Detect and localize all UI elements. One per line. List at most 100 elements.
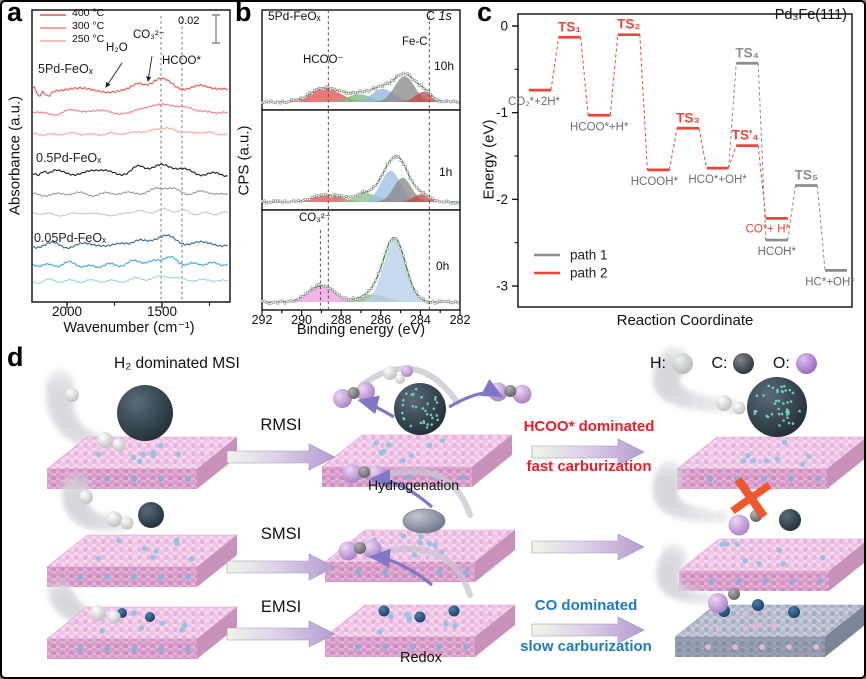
data-point xyxy=(315,194,319,198)
dopant-atom xyxy=(382,644,388,650)
data-point xyxy=(269,301,273,305)
sphere xyxy=(401,365,413,377)
slab-side xyxy=(827,439,864,489)
data-point xyxy=(278,199,282,203)
slab-front xyxy=(677,469,827,489)
data-point xyxy=(262,199,266,203)
sphere xyxy=(120,516,134,530)
x-tick-label: 286 xyxy=(370,313,391,327)
embedded-pd-atom xyxy=(788,606,800,618)
dopant-atom xyxy=(815,476,821,482)
data-point xyxy=(328,286,332,290)
panel-c-xlabel: Reaction Coordinate xyxy=(616,312,754,329)
dopant-atom xyxy=(763,578,769,584)
state-label-HC*+OH*: HC*+OH* xyxy=(805,276,855,288)
state-label-TS₃: TS₃ xyxy=(676,110,700,125)
legend-300C: 300 °C xyxy=(72,20,105,32)
data-point xyxy=(276,301,280,305)
data-point xyxy=(267,302,271,306)
dopant-atom xyxy=(185,476,191,482)
data-point xyxy=(296,198,300,202)
data-point xyxy=(324,284,328,288)
data-point xyxy=(315,87,319,91)
legend-label: path 2 xyxy=(570,266,608,281)
dopant-atom xyxy=(150,449,156,456)
spectrum-curve-250°C xyxy=(32,207,228,217)
dopant-atom xyxy=(417,539,424,546)
dopant-atom xyxy=(116,537,122,543)
data-point xyxy=(260,199,264,203)
sphere xyxy=(708,593,728,613)
data-point xyxy=(378,175,382,179)
h2-plume xyxy=(702,509,717,523)
slab-front xyxy=(47,639,197,659)
process-hydrogenation: Hydrogenation xyxy=(368,477,460,493)
dopant-atom xyxy=(104,476,110,482)
dopant-atom xyxy=(159,620,166,626)
dopant-atom xyxy=(131,646,137,652)
data-point xyxy=(326,85,330,89)
data-point xyxy=(299,200,303,204)
data-point xyxy=(349,298,353,302)
blocked-x-icon xyxy=(730,476,772,520)
component-peak xyxy=(262,94,460,102)
swoosh xyxy=(359,365,460,405)
data-point xyxy=(274,300,278,304)
annotation-co3: CO₃²⁻ xyxy=(299,212,331,224)
dopant-atom xyxy=(175,451,182,458)
dopant-atom xyxy=(761,476,767,482)
dopant-atom xyxy=(439,437,446,444)
dopant-atom xyxy=(150,554,156,561)
data-point xyxy=(397,73,401,77)
component-peak xyxy=(262,76,460,102)
data-point xyxy=(369,187,373,191)
data-point xyxy=(449,201,453,205)
data-point xyxy=(367,89,371,93)
h2-plume xyxy=(696,395,715,413)
data-point xyxy=(317,86,321,90)
state-label-HCOO*+H*: HCOO*+H* xyxy=(570,121,629,133)
data-point xyxy=(408,277,412,281)
embedded-pd-atom xyxy=(414,611,426,623)
data-point xyxy=(378,268,382,272)
carbide-nanoparticle xyxy=(747,377,807,437)
slab-side xyxy=(472,435,512,487)
data-point xyxy=(413,184,417,188)
data-point xyxy=(310,91,314,95)
sphere xyxy=(97,432,113,448)
dopant-atom xyxy=(95,555,102,562)
data-point xyxy=(360,295,364,299)
dopant-atom xyxy=(355,644,361,650)
outcome-slow-2: slow carburization xyxy=(520,638,652,655)
component-peak xyxy=(262,285,460,302)
panel-c-plot: 0 -1 -2 -3 CO₂*+2H* TS₁ HCOO*+H* TS₂ HCOOH* TS₃ HC… xyxy=(496,13,855,308)
dopant-atom xyxy=(173,537,180,543)
dopant-atom xyxy=(719,541,725,548)
sphere xyxy=(79,490,93,504)
data-point xyxy=(410,284,414,288)
data-point xyxy=(356,90,360,94)
x-tick-label: 282 xyxy=(450,313,471,327)
h-atom-icon xyxy=(672,353,693,374)
data-point xyxy=(262,299,266,303)
dopant-atom xyxy=(104,646,110,652)
data-point xyxy=(269,201,273,205)
dopant-atom xyxy=(750,457,757,464)
panel-c-frame xyxy=(517,13,853,308)
panel-b-xlabel: Binding energy (eV) xyxy=(296,322,426,338)
data-point xyxy=(305,92,309,96)
sphere xyxy=(90,605,106,621)
dopant-atom xyxy=(373,440,379,446)
dopant-atom xyxy=(463,644,469,650)
time-10h: 10h xyxy=(434,59,455,73)
data-point xyxy=(383,252,387,256)
dopant-atom xyxy=(709,578,715,584)
data-point xyxy=(372,85,376,89)
data-point xyxy=(447,200,451,204)
data-point xyxy=(267,200,271,204)
dopant-atom xyxy=(378,449,384,456)
data-point xyxy=(363,89,367,93)
core-level-element: C xyxy=(426,9,436,23)
dopant-atom xyxy=(382,569,388,575)
data-point xyxy=(301,295,305,299)
